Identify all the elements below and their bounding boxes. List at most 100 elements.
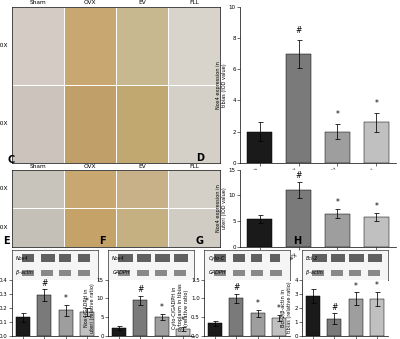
Bar — [174, 270, 186, 276]
Text: #: # — [295, 171, 302, 180]
Bar — [233, 254, 245, 262]
Text: FLL: FLL — [189, 0, 199, 5]
Text: *: * — [374, 99, 378, 108]
Bar — [168, 208, 220, 247]
Text: Cyto-C: Cyto-C — [208, 256, 224, 261]
Text: *: * — [160, 303, 164, 312]
Bar — [133, 300, 147, 336]
Text: 40X: 40X — [0, 225, 8, 231]
Bar — [286, 54, 311, 163]
Text: EV: EV — [138, 0, 146, 5]
Bar — [59, 311, 73, 336]
Text: Sham: Sham — [30, 164, 46, 169]
Text: G: G — [196, 236, 204, 246]
Bar — [331, 270, 343, 276]
Bar — [12, 170, 64, 208]
Text: Nox4: Nox4 — [112, 256, 125, 261]
Bar — [349, 254, 364, 262]
Bar — [155, 254, 170, 262]
Text: GADPH: GADPH — [208, 270, 226, 275]
Bar — [247, 132, 272, 163]
Text: β-actin: β-actin — [306, 270, 323, 275]
Bar — [59, 254, 71, 262]
Bar — [12, 85, 64, 163]
Bar — [233, 270, 245, 276]
Text: *: * — [85, 297, 89, 306]
Bar — [331, 254, 346, 262]
Text: *: * — [64, 294, 68, 303]
Bar — [370, 299, 384, 336]
Text: OVX: OVX — [84, 164, 96, 169]
Text: GADPH: GADPH — [112, 270, 130, 275]
Bar — [116, 170, 168, 208]
Y-axis label: Nox4/GADPH in
uteri (relative ratio): Nox4/GADPH in uteri (relative ratio) — [84, 283, 95, 333]
Text: *: * — [256, 299, 260, 308]
Bar — [286, 190, 311, 247]
Bar — [12, 208, 64, 247]
Bar — [368, 270, 380, 276]
Text: B: B — [196, 0, 204, 1]
Bar — [349, 299, 363, 336]
Bar — [116, 7, 168, 85]
Text: E: E — [3, 236, 10, 246]
Bar — [37, 295, 51, 336]
Bar — [64, 7, 116, 85]
Bar — [16, 317, 30, 336]
Bar — [270, 270, 282, 276]
Bar — [247, 219, 272, 247]
Bar — [174, 254, 188, 262]
Bar — [78, 270, 90, 276]
Text: #: # — [41, 279, 48, 288]
Bar — [64, 85, 116, 163]
Bar — [155, 270, 167, 276]
Bar — [327, 319, 341, 336]
Bar — [78, 254, 90, 262]
Y-axis label: Nox4 expression in
tibias (IOD value): Nox4 expression in tibias (IOD value) — [216, 61, 227, 109]
Text: F: F — [100, 236, 106, 246]
Bar — [118, 254, 133, 262]
Text: Bcl-2: Bcl-2 — [306, 256, 318, 261]
Y-axis label: Bcl-2/β-actin in
tibias (relative ratio): Bcl-2/β-actin in tibias (relative ratio) — [282, 282, 292, 334]
Text: *: * — [374, 202, 378, 211]
Bar — [116, 85, 168, 163]
Text: β-actin: β-actin — [16, 270, 33, 275]
Bar — [168, 85, 220, 163]
Bar — [22, 270, 34, 276]
Bar — [80, 312, 94, 336]
Text: FLL: FLL — [189, 164, 199, 169]
Bar — [208, 323, 222, 336]
Bar — [41, 270, 53, 276]
Text: 20X: 20X — [0, 43, 8, 48]
Y-axis label: Cyto-C/GADPH in
cytoplasm in tibias
(relative ratio): Cyto-C/GADPH in cytoplasm in tibias (rel… — [172, 284, 189, 332]
Bar — [229, 298, 243, 336]
Bar — [325, 132, 350, 163]
Bar — [59, 270, 71, 276]
Bar — [270, 254, 280, 262]
Bar — [214, 254, 226, 262]
Bar — [251, 254, 262, 262]
Bar — [251, 313, 265, 336]
Text: *: * — [375, 281, 379, 290]
Text: Sham: Sham — [30, 0, 46, 5]
Bar — [272, 318, 286, 336]
Text: *: * — [336, 110, 339, 119]
Bar — [41, 254, 54, 262]
Text: Nox4: Nox4 — [16, 256, 29, 261]
Bar — [312, 270, 324, 276]
Text: C: C — [8, 155, 15, 165]
Text: *: * — [181, 316, 185, 325]
Bar — [168, 7, 220, 85]
Y-axis label: Nox4 expression in
uteri (IOD value): Nox4 expression in uteri (IOD value) — [216, 184, 227, 233]
Text: H: H — [293, 236, 302, 246]
Text: D: D — [196, 153, 204, 163]
Bar — [176, 329, 190, 336]
Text: *: * — [354, 282, 358, 291]
Text: *: * — [336, 198, 339, 207]
Bar — [306, 296, 320, 336]
Text: #: # — [137, 285, 144, 294]
Text: OVX: OVX — [84, 0, 96, 5]
Text: 20X: 20X — [0, 186, 8, 192]
Bar — [214, 270, 226, 276]
Text: EV: EV — [138, 164, 146, 169]
Bar — [116, 208, 168, 247]
